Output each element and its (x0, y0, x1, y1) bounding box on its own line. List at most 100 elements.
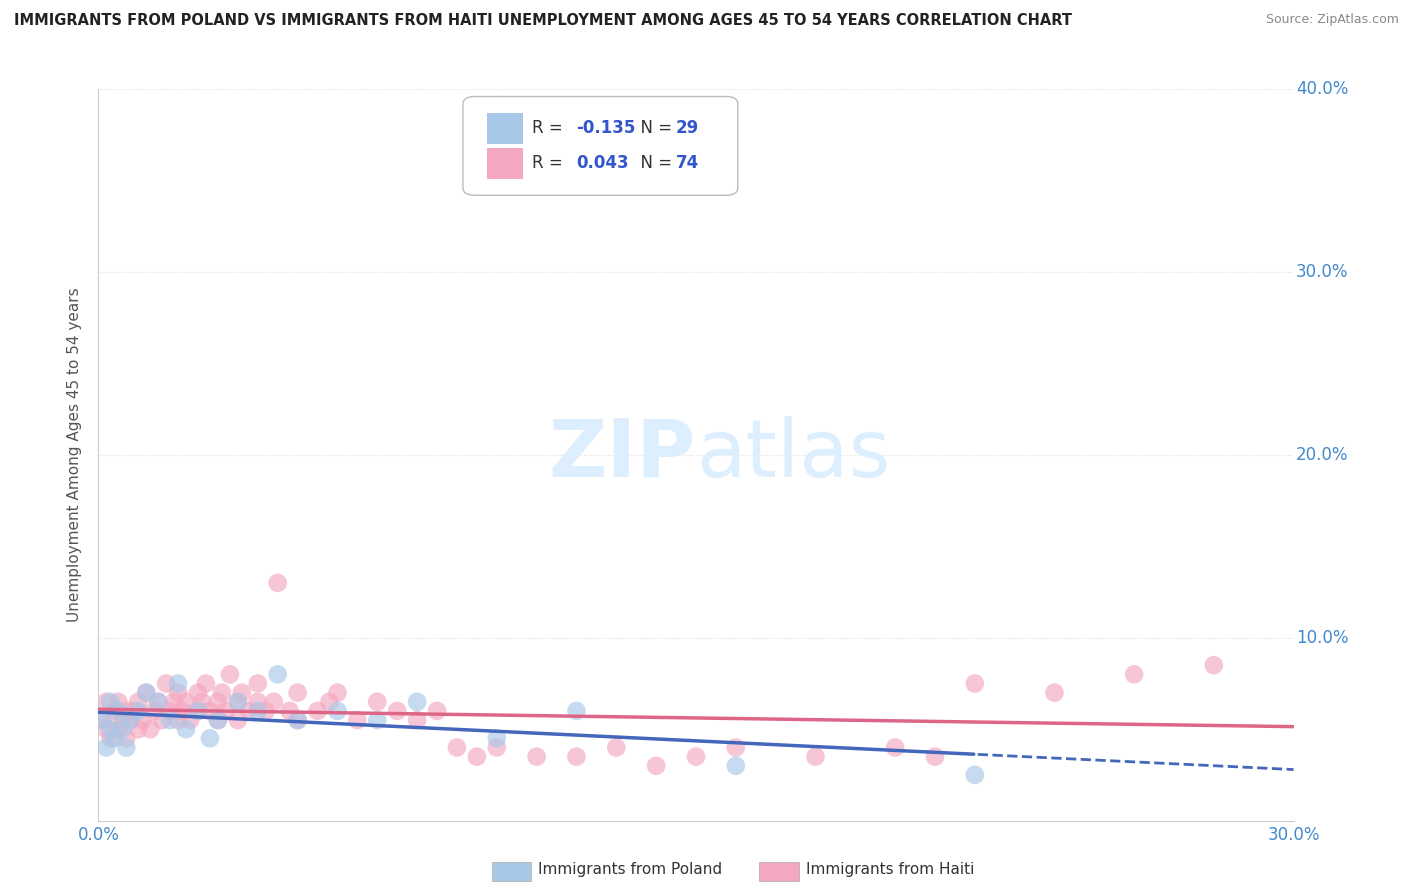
Point (366, 713, 388, 727)
Point (167, 713, 190, 727)
Point (226, 695, 249, 709)
Point (103, 731, 125, 746)
Point (135, 685, 157, 699)
Point (263, 695, 285, 709)
Text: atlas: atlas (696, 416, 890, 494)
Text: N =: N = (630, 119, 678, 137)
Point (207, 713, 229, 727)
Point (159, 713, 181, 727)
Point (179, 713, 201, 727)
Point (215, 704, 238, 718)
Point (685, 749, 707, 764)
Point (96, 723, 118, 737)
Text: 74: 74 (676, 154, 699, 172)
Point (98, 723, 122, 737)
Text: ZIP: ZIP (548, 416, 696, 494)
Point (98, 731, 122, 746)
Point (96, 695, 118, 709)
Point (246, 704, 269, 718)
Point (406, 713, 429, 727)
Point (318, 695, 340, 709)
Point (307, 704, 329, 718)
Point (207, 695, 229, 709)
Point (565, 749, 588, 764)
Point (96, 740, 118, 755)
Point (115, 731, 138, 746)
Y-axis label: Unemployment Among Ages 45 to 54 years: Unemployment Among Ages 45 to 54 years (67, 287, 83, 623)
Text: R =: R = (533, 154, 568, 172)
Point (150, 713, 173, 727)
Point (963, 676, 986, 690)
Point (366, 695, 388, 709)
Point (287, 713, 309, 727)
Text: 0.043: 0.043 (576, 154, 628, 172)
Point (526, 749, 548, 764)
Point (924, 749, 946, 764)
Point (131, 713, 153, 727)
Point (326, 704, 349, 718)
Point (120, 713, 142, 727)
Point (724, 758, 747, 772)
Point (167, 685, 190, 699)
Point (111, 713, 134, 727)
Point (120, 713, 142, 727)
Text: 10.0%: 10.0% (1296, 629, 1348, 647)
Point (406, 695, 429, 709)
Point (226, 713, 249, 727)
Point (187, 685, 209, 699)
Text: -0.135: -0.135 (576, 119, 636, 137)
Point (465, 749, 488, 764)
Point (287, 685, 309, 699)
Point (91, 713, 114, 727)
Point (194, 676, 218, 690)
Text: 29: 29 (676, 119, 699, 137)
Point (239, 704, 262, 718)
Point (267, 576, 290, 591)
Point (446, 740, 468, 755)
Point (219, 667, 242, 681)
Point (605, 740, 627, 755)
Point (191, 695, 214, 709)
Point (1202, 658, 1225, 673)
Point (155, 676, 177, 690)
Point (107, 704, 129, 718)
Bar (486, 148, 523, 179)
Point (107, 695, 129, 709)
Point (198, 704, 221, 718)
Point (565, 704, 588, 718)
Point (103, 704, 125, 718)
Point (127, 723, 149, 737)
Point (385, 704, 409, 718)
Point (207, 713, 229, 727)
Point (1043, 685, 1066, 699)
Point (115, 704, 138, 718)
Text: Immigrants from Haiti: Immigrants from Haiti (806, 863, 974, 877)
Point (884, 740, 907, 755)
Point (139, 723, 162, 737)
Text: 20.0%: 20.0% (1296, 446, 1348, 464)
Text: 40.0%: 40.0% (1296, 80, 1348, 98)
Point (198, 731, 221, 746)
Point (167, 676, 190, 690)
Point (326, 685, 349, 699)
Point (246, 676, 269, 690)
Bar (486, 113, 523, 144)
Point (231, 685, 253, 699)
FancyBboxPatch shape (463, 96, 738, 195)
Text: N =: N = (630, 154, 678, 172)
Point (187, 704, 209, 718)
Point (174, 695, 197, 709)
Point (172, 704, 194, 718)
Point (98, 695, 122, 709)
Point (148, 695, 170, 709)
Point (346, 713, 368, 727)
Text: 30.0%: 30.0% (1296, 263, 1348, 281)
Point (485, 740, 508, 755)
Point (148, 695, 170, 709)
Point (804, 749, 827, 764)
Point (254, 704, 277, 718)
Point (246, 695, 269, 709)
Point (267, 667, 290, 681)
Point (163, 695, 186, 709)
Text: Immigrants from Poland: Immigrants from Poland (538, 863, 723, 877)
